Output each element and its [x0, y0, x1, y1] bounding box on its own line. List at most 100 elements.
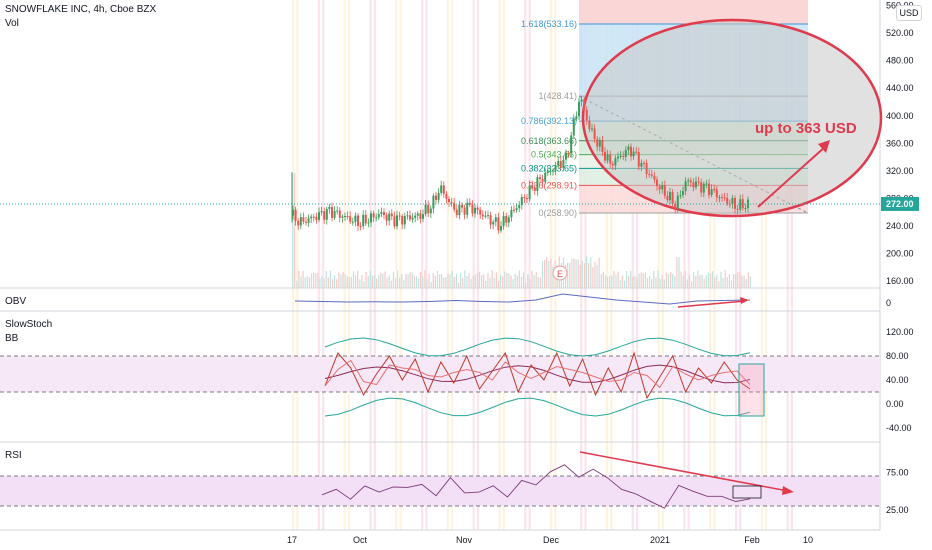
candle-body [489, 215, 492, 225]
volume-bar [529, 278, 531, 288]
currency-button[interactable]: USD [896, 5, 922, 21]
candle-body [458, 204, 461, 216]
session-band [765, 0, 768, 530]
volume-bar [573, 258, 575, 288]
volume-bar [361, 275, 363, 288]
volume-bar [407, 274, 409, 288]
session-band [343, 0, 346, 530]
volume-bar [342, 271, 344, 288]
volume-bar [321, 275, 323, 288]
candle-body [549, 170, 552, 172]
candle-body [349, 216, 352, 222]
volume-bar [592, 266, 594, 288]
candle-body [502, 215, 505, 226]
stoch-pane [0, 337, 880, 417]
volume-bar [630, 270, 632, 288]
candle-body [661, 185, 664, 190]
volume-bar [481, 275, 483, 288]
volume-bar [688, 274, 691, 288]
candle-body [557, 161, 560, 166]
session-band [739, 0, 742, 530]
volume-bar [329, 270, 331, 288]
volume-bar [686, 279, 688, 288]
volume-bar [306, 276, 308, 288]
candle-body [692, 182, 695, 188]
obv-pane [294, 293, 751, 308]
volume-bar [544, 259, 546, 288]
candle-body [312, 216, 315, 218]
session-band [580, 0, 583, 530]
candle-body [536, 177, 539, 191]
volume-bar [405, 273, 407, 288]
candle-body [435, 195, 437, 200]
candle-body [416, 213, 419, 216]
candle-body [676, 195, 679, 209]
candle-body [617, 156, 619, 159]
time-axis: 17 Oct Nov Dec 2021 Feb 10 [287, 535, 813, 545]
volume-bar [418, 278, 420, 288]
volume-bar [388, 275, 390, 288]
rsi-tick-label: 25.00 [886, 505, 909, 515]
candle-body [463, 207, 466, 215]
volume-bar [424, 270, 426, 288]
volume-bar [670, 271, 672, 288]
candle-body [507, 217, 510, 223]
candle-body [570, 135, 573, 154]
volume-bar [327, 277, 329, 288]
candle-body [442, 185, 445, 194]
time-tick-label: 10 [803, 535, 813, 545]
price-tick-label: 360.00 [886, 138, 914, 148]
volume-bar [399, 277, 401, 288]
candle-body [611, 163, 614, 166]
target-arrow-head [818, 140, 830, 153]
volume-bar [426, 279, 428, 288]
volume-bar [535, 272, 537, 288]
volume-bar [550, 258, 552, 288]
candle-body [429, 208, 432, 214]
candle-body [354, 215, 357, 222]
volume-bar [495, 272, 497, 288]
candle-body [705, 183, 708, 185]
volume-bar [693, 272, 695, 288]
candle-body [341, 216, 344, 218]
session-band [425, 0, 428, 530]
volume-bar [743, 275, 745, 288]
candle-body [596, 139, 599, 147]
bb-label: BB [5, 333, 19, 344]
volume-bar [432, 273, 434, 288]
candle-body [622, 155, 625, 158]
session-band [502, 0, 505, 530]
volume-bar [649, 276, 651, 288]
volume-bar [409, 272, 411, 288]
volume-bar [691, 281, 693, 288]
volume-bar [506, 273, 508, 288]
candle-body [448, 198, 450, 203]
rsi-label: RSI [5, 450, 22, 461]
candle-body [554, 165, 557, 171]
candle-body [637, 151, 640, 167]
volume-bar [718, 281, 720, 288]
candle-body [585, 109, 588, 121]
volume-bar [466, 276, 468, 288]
session-band [657, 0, 660, 530]
time-tick-label: 2021 [650, 535, 670, 545]
price-tick-label: 320.00 [886, 166, 914, 176]
candle-body [450, 202, 453, 204]
volume-bar [460, 272, 462, 288]
volume-bar [709, 273, 712, 288]
volume-bar [596, 264, 598, 288]
time-tick-label: 17 [287, 535, 297, 545]
volume-bar [401, 274, 403, 288]
candle-body [492, 221, 495, 225]
candle-body [323, 211, 326, 220]
volume-bar [508, 273, 510, 288]
time-tick-label: Nov [456, 535, 473, 545]
candle-body [466, 202, 469, 215]
candle-body [601, 139, 604, 152]
candle-body [671, 192, 674, 204]
candle-body [697, 181, 700, 183]
obv-tick-label: 0 [886, 298, 891, 308]
volume-bar [464, 270, 466, 288]
session-band [709, 0, 712, 530]
